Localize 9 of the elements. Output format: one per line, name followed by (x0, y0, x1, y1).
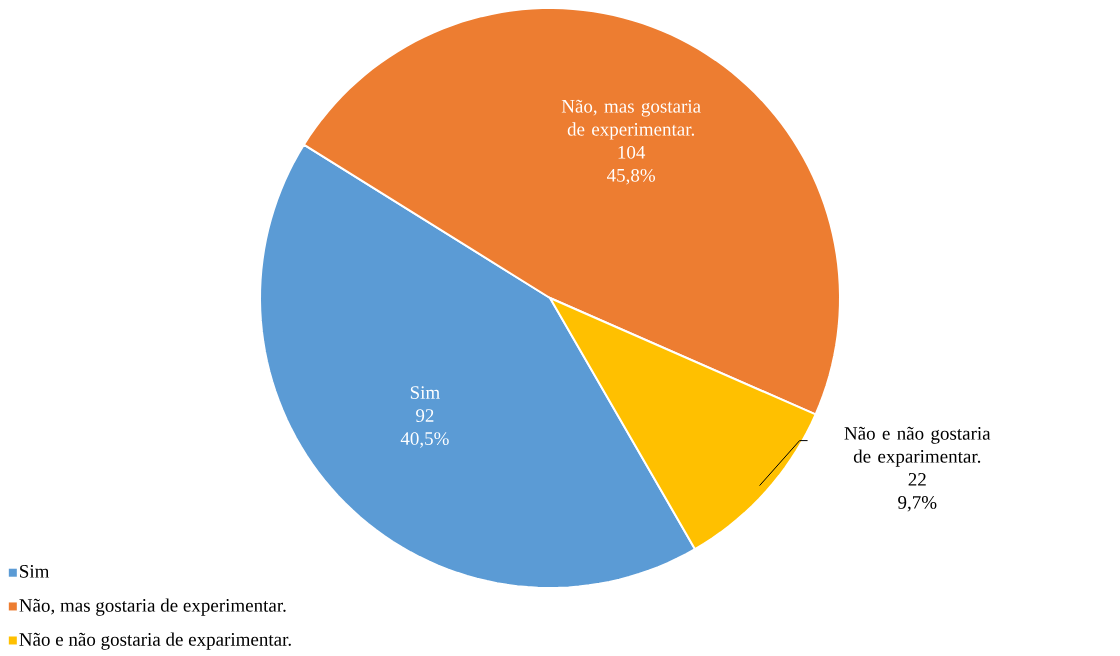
slice-label: Não e não gostaria de exparimentar. (844, 426, 991, 467)
slice-label: Não, mas gostaria de experimentar. (561, 99, 701, 140)
data-label: 92 40,5% (400, 409, 449, 448)
legend-label: Não, mas gostaria de experimentar. (19, 598, 286, 616)
legend-label: Não e não gostaria de exparimentar. (19, 632, 291, 650)
slice-label: Sim (410, 386, 440, 399)
legend-label: Sim (20, 565, 50, 578)
data-label: 104 45,8% (606, 145, 656, 185)
data-label: 22 9,7% (898, 473, 937, 512)
